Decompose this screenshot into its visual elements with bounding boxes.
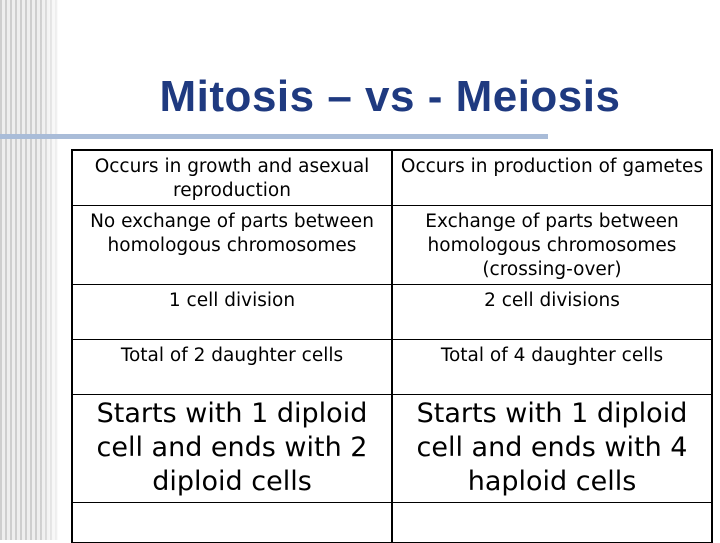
meiosis-cell: Exchange of parts between homologous chr…: [391, 205, 713, 285]
slide-title: Mitosis – vs - Meiosis: [159, 72, 621, 121]
table-row: 1 cell division 2 cell divisions: [71, 284, 713, 340]
title-underline: [0, 134, 548, 139]
table-row: No exchange of parts between homologous …: [71, 205, 713, 285]
table-row: [71, 502, 713, 543]
meiosis-cell: Occurs in production of gametes: [391, 149, 713, 206]
meiosis-cell: 2 cell divisions: [391, 284, 713, 340]
stripes-fade: [40, 0, 64, 540]
meiosis-cell: Starts with 1 diploid cell and ends with…: [391, 394, 713, 503]
meiosis-cell: [391, 502, 713, 543]
mitosis-cell: [71, 502, 393, 543]
comparison-table: Occurs in growth and asexual reproductio…: [71, 149, 713, 543]
mitosis-cell: Total of 2 daughter cells: [71, 339, 393, 395]
mitosis-cell: No exchange of parts between homologous …: [71, 205, 393, 285]
mitosis-cell: Starts with 1 diploid cell and ends with…: [71, 394, 393, 503]
meiosis-cell: Total of 4 daughter cells: [391, 339, 713, 395]
table-row: Occurs in growth and asexual reproductio…: [71, 149, 713, 206]
mitosis-cell: Occurs in growth and asexual reproductio…: [71, 149, 393, 206]
mitosis-cell: 1 cell division: [71, 284, 393, 340]
table-row: Starts with 1 diploid cell and ends with…: [71, 394, 713, 503]
table-row: Total of 2 daughter cells Total of 4 dau…: [71, 339, 713, 395]
